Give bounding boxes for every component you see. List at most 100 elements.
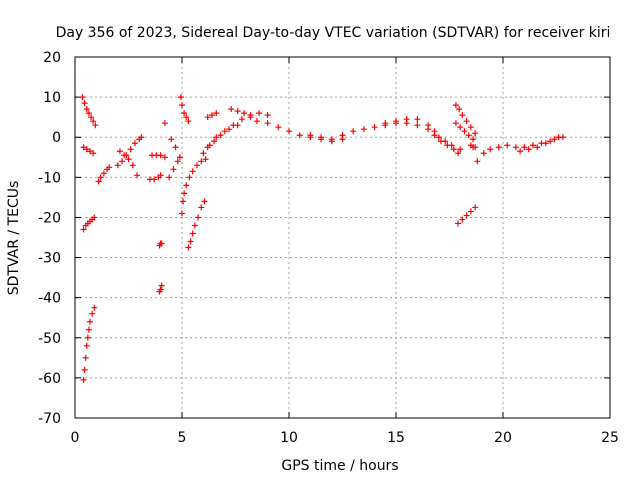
data-point [81,100,88,107]
series-arc-h [146,172,164,183]
y-tick-label: -70 [38,411,61,427]
data-point [360,126,367,133]
data-point [95,178,102,185]
data-point [176,154,183,161]
data-point [459,216,466,223]
data-point [512,144,519,151]
data-point [204,144,211,151]
data-point [495,144,502,151]
data-point [551,136,558,143]
data-point [198,158,205,165]
data-point [452,102,459,109]
series-arc-l [161,120,179,151]
series-arc-t [228,106,254,121]
data-point [157,286,164,293]
y-tick-label: -60 [38,371,61,387]
data-point [79,94,86,101]
data-point [168,136,175,143]
series-arc-q [200,110,271,157]
data-point [487,146,494,153]
data-point [189,168,196,175]
series-arc-e [95,164,113,185]
data-point [437,138,444,145]
series-arc-c [80,214,98,233]
series-arc-o [179,156,209,217]
series-arc-ad [474,158,481,165]
data-point [456,106,463,113]
data-point [256,110,263,117]
series-arc-j [156,240,165,249]
series-arc-g [116,148,141,179]
x-tick-labels: 0 5 10 15 20 25 [71,430,619,446]
series-arc-k [156,282,165,295]
data-point [82,354,89,361]
data-point [382,120,389,127]
data-point [189,230,196,237]
data-point [318,134,325,141]
data-point [217,132,224,139]
data-point [170,166,177,173]
data-point [85,326,92,333]
data-point [201,198,208,205]
data-point [174,158,181,165]
data-point [134,172,141,179]
data-point [463,212,470,219]
data-point [253,118,260,125]
data-point [88,114,95,121]
data-point [213,134,220,141]
data-point [414,116,421,123]
data-point [228,106,235,113]
data-point [158,240,165,247]
data-point [84,334,91,341]
data-point [131,140,138,147]
chart-title: Day 356 of 2023, Sidereal Day-to-day VTE… [56,25,611,41]
data-point [221,128,228,135]
data-point [264,120,271,127]
data-point [198,204,205,211]
data-point [275,124,282,131]
series-arc-d [80,144,97,157]
data-point [371,124,378,131]
data-point [177,94,184,101]
data-point [467,208,474,215]
data-point [264,112,271,119]
data-point [83,146,90,153]
data-point [179,102,185,109]
x-tick-label: 25 [601,430,619,446]
data-point [185,118,192,125]
x-tick-label: 0 [71,430,80,446]
data-point [465,132,472,139]
data-point [461,128,468,135]
data-point [241,110,248,117]
data-point [172,144,179,151]
series-arc-y [425,126,462,157]
data-point [181,190,188,197]
data-point [86,148,93,155]
data-point [393,118,399,125]
data-point [444,142,451,149]
data-point [166,174,173,181]
y-tick-label: 0 [52,130,61,146]
data-point [200,150,207,157]
data-point [179,210,185,217]
series-arc-m [166,154,183,181]
data-point [161,154,168,161]
data-point [106,164,113,171]
series-arc-aa [452,120,477,143]
series-arc-p [185,198,208,251]
data-point [92,122,99,129]
data-point [542,140,549,147]
data-point [90,118,97,125]
data-point [193,162,200,169]
data-point [529,142,536,149]
data-point [247,114,254,121]
data-point [455,150,462,157]
data-point [161,120,168,127]
data-point [534,144,541,151]
data-point [414,122,421,129]
series-arc-s [204,110,220,121]
data-point [187,238,194,245]
y-tick-labels: -70 -60 -50 -40 -30 -20 -10 0 10 20 [38,50,61,427]
y-tick-label: -40 [38,291,61,307]
data-point [204,114,211,121]
